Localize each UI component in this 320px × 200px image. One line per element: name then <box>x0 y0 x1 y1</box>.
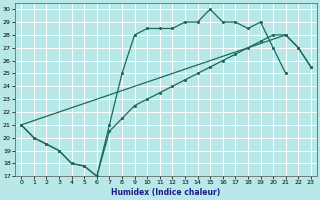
X-axis label: Humidex (Indice chaleur): Humidex (Indice chaleur) <box>111 188 221 197</box>
